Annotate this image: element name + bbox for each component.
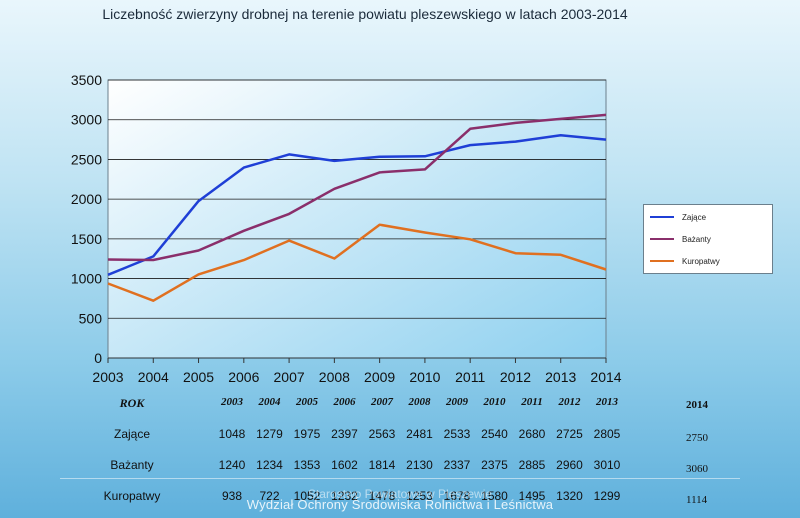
table-cell: 1048 xyxy=(218,427,246,441)
table-cell: 1678 xyxy=(443,489,471,503)
table-header-year: 2005 xyxy=(296,396,318,408)
table-cell-last: 3060 xyxy=(686,463,708,475)
table-cell: 1353 xyxy=(293,458,321,472)
footer-office: Starostwo Powiatowe w Pleszewie xyxy=(307,487,493,501)
table-header-label: ROK xyxy=(119,396,145,410)
table-header-year: 2009 xyxy=(446,396,468,408)
table-cell-last: 2750 xyxy=(686,432,708,444)
table-cell-last: 1114 xyxy=(686,494,708,506)
legend-label-zajace: Zające xyxy=(682,212,707,222)
y-tick-label: 1000 xyxy=(71,271,102,287)
x-tick-label: 2004 xyxy=(138,369,169,385)
table-cell: 1299 xyxy=(593,489,621,503)
table-cell: 2375 xyxy=(481,458,508,472)
table-cell: 2481 xyxy=(406,427,433,441)
legend-swatch-bazanty xyxy=(650,238,674,240)
table-cell: 1320 xyxy=(556,489,583,503)
legend-label-bazanty: Bażanty xyxy=(682,234,711,244)
table-cell: 1495 xyxy=(518,489,546,503)
x-tick-label: 2008 xyxy=(319,369,350,385)
table-header-year: 2007 xyxy=(371,396,393,408)
table-header-year: 2004 xyxy=(258,396,281,408)
table-cell: 938 xyxy=(221,489,243,503)
table-cell: 1602 xyxy=(331,458,358,472)
table-cell: 1814 xyxy=(368,458,396,472)
table-cell: 1234 xyxy=(256,458,283,472)
x-tick-label: 2013 xyxy=(545,369,576,385)
series-line-1 xyxy=(107,113,607,262)
table-cell: 2540 xyxy=(481,427,508,441)
table-cell: 1253 xyxy=(406,489,433,503)
y-tick-label: 3500 xyxy=(71,72,102,88)
table-cell: 1975 xyxy=(293,427,321,441)
legend-swatch-zajace xyxy=(650,216,674,218)
y-tick-label: 0 xyxy=(94,350,102,366)
y-tick-label: 2500 xyxy=(71,151,102,167)
legend-item-zajace: Zające xyxy=(650,211,706,223)
table-row-label: Bażanty xyxy=(110,458,154,472)
table-header-year: 2003 xyxy=(221,396,243,408)
footer-department: Wydział Ochrony Środowiska Rolnictwa i L… xyxy=(246,497,554,512)
y-tick-label: 500 xyxy=(79,310,103,326)
x-tick-label: 2009 xyxy=(364,369,395,385)
x-tick-label: 2010 xyxy=(409,369,440,385)
line-chart: 0 500 1000 1500 2000 2500 3000 3500 2003 2004 200… xyxy=(71,72,622,385)
table-cell: 3010 xyxy=(593,458,621,472)
table-cell: 2680 xyxy=(518,427,546,441)
table-cell: 1478 xyxy=(368,489,396,503)
series-line-0 xyxy=(107,133,607,276)
table-header-year-last: 2014 xyxy=(686,399,708,411)
x-tick-label: 2006 xyxy=(228,369,259,385)
table-cell: 2885 xyxy=(518,458,546,472)
table-cell: 722 xyxy=(259,489,280,503)
chart-title: Liczebność zwierzyny drobnej na terenie … xyxy=(102,6,628,22)
table-cell: 1232 xyxy=(331,489,358,503)
x-tick-label: 2003 xyxy=(92,369,123,385)
table-cell: 2130 xyxy=(406,458,433,472)
table-cell: 2960 xyxy=(556,458,583,472)
table-cell: 2533 xyxy=(443,427,471,441)
legend-item-bazanty: Bażanty xyxy=(650,233,711,245)
table-header-year: 2013 xyxy=(596,396,618,408)
table-row-label: Kuropatwy xyxy=(103,489,161,503)
x-tick-label: 2011 xyxy=(455,369,485,385)
table-header-year: 2011 xyxy=(521,396,543,408)
y-tick-label: 3000 xyxy=(71,112,102,128)
x-tick-label: 2007 xyxy=(274,369,305,385)
table-cell: 2725 xyxy=(556,427,583,441)
table-header-year: 2006 xyxy=(333,396,356,408)
table-cell: 1580 xyxy=(481,489,508,503)
table-cell: 2805 xyxy=(593,427,621,441)
legend-item-kuropatwy: Kuropatwy xyxy=(650,255,720,267)
divider xyxy=(60,478,740,479)
plot-area xyxy=(107,79,607,359)
y-tick-label: 1500 xyxy=(71,231,102,247)
table-cell: 2337 xyxy=(443,458,471,472)
y-tick-label: 2000 xyxy=(71,191,102,207)
table-header-year: 2008 xyxy=(408,396,431,408)
table-cell: 1052 xyxy=(293,489,321,503)
x-tick-label: 2005 xyxy=(183,369,214,385)
chart-legend: Zające Bażanty Kuropatwy xyxy=(643,204,773,274)
table-cell: 1279 xyxy=(256,427,283,441)
table-header-year: 2010 xyxy=(483,396,506,408)
table-cell: 1240 xyxy=(218,458,246,472)
series-line-2 xyxy=(107,223,607,302)
table-cell: 2397 xyxy=(331,427,358,441)
legend-label-kuropatwy: Kuropatwy xyxy=(682,256,720,266)
table-cell: 2563 xyxy=(368,427,396,441)
x-tick-label: 2014 xyxy=(590,369,621,385)
table-header-year: 2012 xyxy=(558,396,581,408)
legend-swatch-kuropatwy xyxy=(650,260,674,262)
x-tick-label: 2012 xyxy=(500,369,531,385)
table-row-label: Zające xyxy=(113,427,151,441)
